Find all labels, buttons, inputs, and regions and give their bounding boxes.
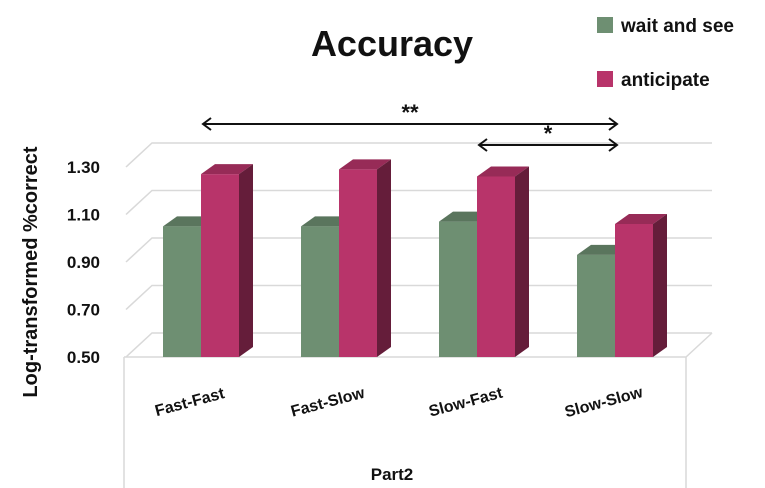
category-label: Slow-Fast [427,384,505,420]
y-tick-label: 1.10 [67,206,100,225]
bar-front [339,169,377,357]
category-label: Slow-Slow [563,384,645,421]
bracket-end [477,138,488,152]
gridline [125,142,712,168]
bar-top [201,164,253,175]
legend: wait and see anticipate [597,16,734,91]
y-axis-title: Log-transformed %correct [20,146,42,397]
bar-front [615,224,653,357]
bar [477,166,529,357]
bar [339,159,391,357]
bar [201,164,253,357]
significance-label: ** [401,100,419,125]
x-axis-title: Part2 [371,465,414,484]
bar-top [339,159,391,170]
y-tick-label: 0.70 [67,301,100,320]
bar-side [377,159,391,357]
bar-front [477,176,515,357]
bar-front [577,254,615,357]
bar-front [301,226,339,357]
bar-side [239,164,253,357]
bar-front [201,174,239,357]
category-label: Fast-Slow [289,385,367,421]
significance-bracket: * [477,121,619,152]
bar [615,214,667,357]
bar-front [163,226,201,357]
bar-front [439,221,477,357]
y-tick-labels: 0.50 0.70 0.90 1.10 1.30 [67,158,100,367]
bar-top [477,166,529,177]
significance-brackets: *** [201,100,619,152]
bracket-end [608,117,619,131]
significance-bracket: ** [201,100,619,131]
legend-swatch-anticipate [597,71,613,87]
chart-title: Accuracy [311,23,473,64]
bar-side [653,214,667,357]
legend-label-wait-and-see: wait and see [620,16,734,37]
bar-top [615,214,667,224]
bracket-end [608,138,619,152]
bracket-end [201,117,212,131]
category-label: Fast-Fast [153,385,227,420]
y-tick-label: 0.50 [67,348,100,367]
bar-side [515,166,529,357]
significance-label: * [544,121,553,146]
bars [163,159,667,357]
legend-swatch-wait-and-see [597,17,613,33]
legend-label-anticipate: anticipate [621,70,710,91]
y-tick-label: 0.90 [67,253,100,272]
y-tick-label: 1.30 [67,158,100,177]
category-labels: Fast-Fast Fast-Slow Slow-Fast Slow-Slow [153,384,645,421]
